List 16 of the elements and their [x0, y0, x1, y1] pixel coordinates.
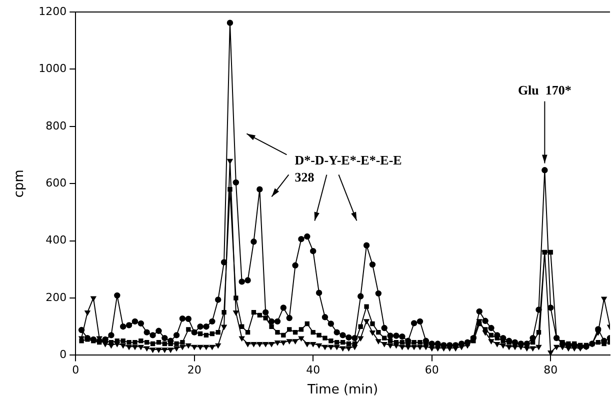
x-tick-label: 60 [424, 364, 439, 377]
x-tick-label: 0 [72, 364, 80, 377]
y-axis-title: cpm [12, 170, 28, 198]
x-axis-title: Time (min) [306, 382, 378, 398]
annotation: D*-D-Y-E*-E*-E-E 328 [294, 152, 402, 185]
y-tick-label: 200 [46, 290, 67, 304]
x-tick-label: 80 [544, 364, 558, 377]
y-tick-label: 800 [46, 119, 67, 132]
annotation: Glu 170* [518, 82, 572, 98]
y-tick-label: 0 [60, 348, 67, 362]
y-tick-label: 600 [46, 176, 67, 190]
y-tick-label: 400 [46, 234, 67, 247]
x-tick-label: 40 [306, 364, 320, 377]
y-tick-label: 1000 [38, 62, 67, 76]
x-tick-label: 20 [187, 364, 202, 377]
y-tick-label: 1200 [38, 4, 67, 18]
